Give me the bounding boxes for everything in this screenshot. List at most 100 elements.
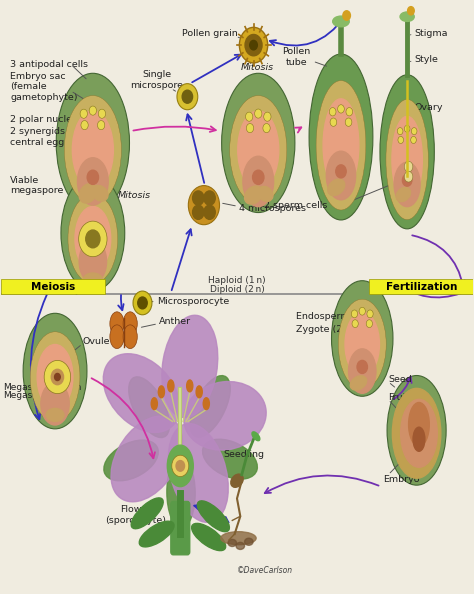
Ellipse shape: [41, 383, 69, 425]
Circle shape: [337, 105, 344, 113]
Text: Fertilization: Fertilization: [386, 282, 457, 292]
Ellipse shape: [103, 353, 180, 432]
Ellipse shape: [323, 99, 359, 192]
Ellipse shape: [243, 156, 273, 207]
Circle shape: [404, 125, 410, 132]
Ellipse shape: [110, 325, 124, 349]
Ellipse shape: [222, 73, 295, 213]
Circle shape: [79, 221, 107, 257]
Ellipse shape: [92, 185, 108, 201]
Ellipse shape: [68, 194, 118, 284]
Circle shape: [81, 121, 88, 129]
Circle shape: [351, 310, 357, 318]
Ellipse shape: [392, 116, 422, 203]
Ellipse shape: [56, 73, 129, 213]
Ellipse shape: [79, 240, 107, 283]
Ellipse shape: [401, 399, 438, 467]
Ellipse shape: [221, 532, 256, 545]
Ellipse shape: [348, 349, 376, 393]
Text: Flower
(sporophyte): Flower (sporophyte): [105, 505, 166, 525]
Text: Seedling: Seedling: [224, 450, 264, 459]
Circle shape: [192, 205, 204, 219]
Text: Mitosis: Mitosis: [241, 62, 274, 71]
Circle shape: [253, 170, 264, 184]
Ellipse shape: [73, 111, 113, 189]
Circle shape: [172, 455, 189, 476]
Text: Mitosis: Mitosis: [118, 191, 151, 200]
Text: 2 polar nuclei: 2 polar nuclei: [10, 115, 75, 124]
Circle shape: [402, 174, 412, 186]
Ellipse shape: [123, 325, 137, 349]
Circle shape: [250, 40, 257, 50]
Ellipse shape: [184, 381, 266, 450]
Ellipse shape: [328, 179, 345, 195]
Circle shape: [204, 191, 215, 205]
Text: 2 sperm cells: 2 sperm cells: [264, 201, 328, 210]
Ellipse shape: [151, 398, 157, 410]
Ellipse shape: [168, 424, 228, 522]
Circle shape: [404, 171, 413, 182]
Circle shape: [263, 124, 270, 132]
Text: Ovary: Ovary: [414, 103, 443, 112]
Ellipse shape: [331, 281, 393, 396]
Circle shape: [346, 108, 353, 116]
Ellipse shape: [387, 375, 446, 485]
Ellipse shape: [75, 207, 111, 271]
Ellipse shape: [413, 427, 425, 451]
Circle shape: [404, 162, 413, 172]
Ellipse shape: [258, 187, 273, 201]
Ellipse shape: [79, 184, 97, 203]
Ellipse shape: [236, 542, 245, 549]
Text: Microsporocyte: Microsporocyte: [156, 296, 229, 306]
Text: 3 antipodal cells: 3 antipodal cells: [10, 59, 88, 68]
Circle shape: [410, 137, 416, 144]
Circle shape: [345, 118, 352, 127]
Ellipse shape: [23, 313, 87, 429]
Text: Megasporocyte: Megasporocyte: [3, 391, 72, 400]
FancyBboxPatch shape: [0, 279, 105, 294]
Circle shape: [87, 170, 99, 184]
Text: Megasporangium: Megasporangium: [3, 383, 82, 391]
Ellipse shape: [203, 398, 210, 410]
Circle shape: [246, 124, 254, 132]
Ellipse shape: [104, 440, 158, 481]
Ellipse shape: [333, 16, 349, 27]
Circle shape: [397, 128, 403, 135]
Circle shape: [188, 185, 219, 225]
Ellipse shape: [111, 416, 182, 502]
Ellipse shape: [64, 96, 121, 204]
Ellipse shape: [231, 474, 243, 487]
Circle shape: [133, 291, 152, 315]
Circle shape: [86, 230, 100, 248]
Circle shape: [330, 118, 337, 127]
Text: Pollen grain: Pollen grain: [182, 29, 238, 38]
Circle shape: [182, 90, 192, 103]
Ellipse shape: [37, 345, 73, 409]
FancyBboxPatch shape: [369, 279, 474, 294]
Circle shape: [239, 27, 268, 63]
Ellipse shape: [409, 403, 429, 446]
Ellipse shape: [228, 539, 237, 546]
Circle shape: [80, 109, 87, 118]
Circle shape: [264, 112, 271, 121]
Ellipse shape: [400, 12, 414, 21]
Ellipse shape: [110, 312, 124, 336]
Ellipse shape: [252, 432, 260, 441]
Ellipse shape: [197, 501, 229, 532]
Ellipse shape: [245, 186, 263, 204]
Ellipse shape: [230, 96, 287, 204]
Circle shape: [343, 11, 350, 20]
Text: Haploid (1 n): Haploid (1 n): [208, 276, 266, 286]
Ellipse shape: [238, 111, 279, 189]
Circle shape: [246, 112, 253, 121]
Circle shape: [366, 320, 373, 327]
Circle shape: [177, 84, 198, 110]
Ellipse shape: [245, 538, 253, 545]
Ellipse shape: [202, 439, 257, 479]
Ellipse shape: [326, 151, 356, 200]
Circle shape: [98, 121, 105, 129]
Text: Endosperm (3n): Endosperm (3n): [296, 312, 372, 321]
Circle shape: [138, 297, 147, 309]
Text: Style: Style: [414, 55, 438, 65]
Ellipse shape: [190, 375, 230, 437]
